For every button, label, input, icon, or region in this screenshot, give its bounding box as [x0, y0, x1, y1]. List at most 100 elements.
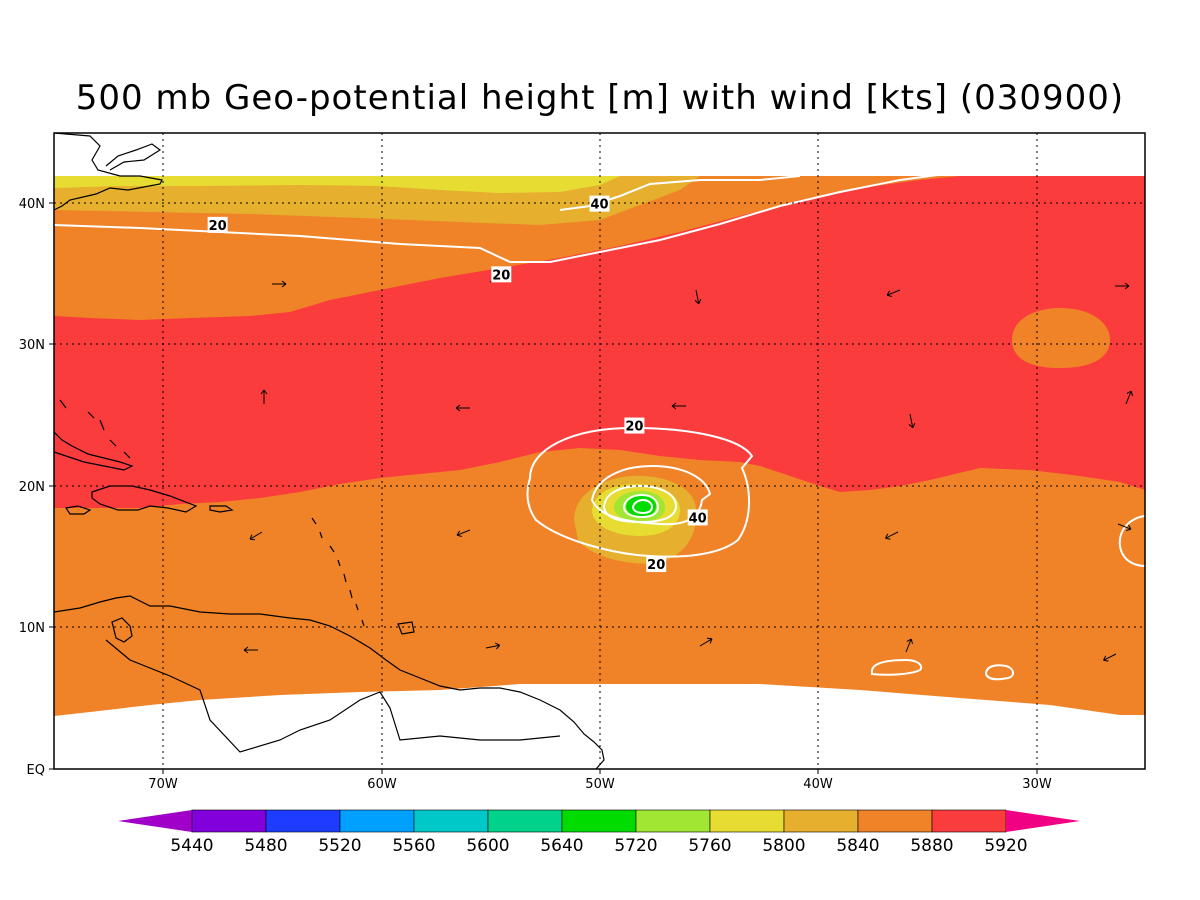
wind-contour-20-southeast-1 — [871, 658, 923, 676]
wind-vector-arrow — [1103, 653, 1117, 662]
axis-ticks — [49, 202, 1038, 774]
colorbar-swatch — [857, 809, 933, 833]
colorbar-level-label: 5760 — [688, 836, 731, 856]
coastline-puerto-rico — [209, 505, 234, 513]
wind-contour-label-bg — [687, 509, 708, 526]
colorbar-level-label: 5880 — [910, 836, 953, 856]
coastline-lesser-antilles — [311, 517, 365, 627]
x-axis-labels: 70W 60W 50W 40W 30W — [148, 777, 1052, 792]
colorbar-swatch — [635, 809, 711, 833]
wind-vector-arrow — [885, 531, 899, 540]
height-pocket-5840 — [1012, 308, 1110, 368]
colorbar-high-extension — [1006, 810, 1080, 832]
coastline-hispaniola — [91, 485, 198, 513]
wind-contour-label: 20 — [207, 216, 228, 234]
colorbar-swatch — [413, 809, 489, 833]
coastlines — [54, 133, 605, 769]
x-tick-label: 60W — [367, 777, 397, 792]
wind-vector-arrow — [1115, 282, 1130, 290]
wind-contour-20-east — [1118, 515, 1145, 567]
wind-contour-label-text: 20 — [625, 420, 643, 435]
colorbar-level-label: 5640 — [540, 836, 583, 856]
wind-vector-arrow — [249, 531, 263, 541]
colorbar: 5440 5480 5520 5560 5600 5640 5720 5760 5800 5840… — [118, 809, 1080, 856]
wind-vector-arrow — [699, 637, 713, 647]
wind-contour-label-text: 20 — [492, 268, 510, 283]
wind-contour-label-text: 20 — [647, 558, 665, 573]
wind-contour-label-bg — [589, 195, 610, 212]
wind-contour-20-north — [54, 167, 1001, 263]
colorbar-level-label: 5440 — [170, 836, 213, 856]
wind-vector-arrow — [243, 646, 258, 654]
wind-vectors — [243, 275, 1133, 662]
colorbar-level-label: 5800 — [762, 836, 805, 856]
colorbar-swatch — [191, 809, 267, 833]
y-tick-label: 30N — [19, 338, 45, 353]
coastline-jamaica — [64, 505, 92, 515]
wind-contour-label: 20 — [491, 266, 512, 283]
wind-contour-60-storm — [602, 484, 678, 524]
wind-vector-arrow — [908, 413, 916, 429]
wind-vector-arrow — [272, 280, 287, 288]
colorbar-level-label: 5480 — [244, 836, 287, 856]
coastline-south-america — [54, 595, 605, 769]
colorbar-level-label: 5840 — [836, 836, 879, 856]
colorbar-swatch — [487, 809, 563, 833]
coastline-bahamas — [59, 399, 131, 459]
wind-vector-arrow — [694, 289, 702, 305]
wind-contour-label-text: 20 — [209, 219, 227, 234]
wind-contour-label-bg — [646, 556, 667, 573]
wind-vector-arrow — [485, 642, 501, 650]
wind-contour-label: 20 — [624, 417, 645, 435]
height-field — [54, 133, 1145, 769]
y-tick-label: 40N — [19, 197, 45, 212]
wind-vector-arrow — [671, 402, 686, 410]
x-tick-label: 30W — [1022, 777, 1052, 792]
wind-contour-label-bg — [207, 216, 228, 233]
x-tick-label: 70W — [148, 777, 178, 792]
wind-contour-label: 40 — [687, 509, 708, 526]
wind-contour-label: 20 — [646, 556, 667, 573]
colorbar-swatch — [931, 809, 1007, 833]
wind-contour-label: 40 — [589, 195, 610, 213]
x-tick-label: 40W — [803, 777, 833, 792]
colorbar-swatch — [561, 809, 637, 833]
wind-vector-arrow — [260, 389, 268, 404]
wind-vector-arrow — [1125, 390, 1133, 405]
wind-contour-label-text: 40 — [590, 198, 608, 213]
y-axis-labels: EQ 10N 20N 30N 40N — [19, 197, 45, 778]
coastline-interior-border — [105, 639, 561, 753]
wind-contour-100-storm — [631, 498, 654, 515]
colorbar-swatch — [709, 809, 785, 833]
wind-contour-label-bg — [624, 417, 645, 434]
y-tick-label: EQ — [27, 763, 45, 778]
colorbar-low-extension — [118, 810, 192, 832]
wind-vector-arrow — [456, 529, 471, 537]
x-tick-label: 50W — [585, 777, 615, 792]
y-tick-label: 10N — [19, 621, 45, 636]
colorbar-level-label: 5560 — [392, 836, 435, 856]
colorbar-swatch — [265, 809, 341, 833]
coastline-cuba — [54, 431, 134, 471]
colorbar-level-label: 5720 — [614, 836, 657, 856]
colorbar-level-label: 5920 — [984, 836, 1027, 856]
wind-contour-label-bg — [491, 266, 512, 283]
wind-contour-label-text: 40 — [689, 511, 707, 526]
wind-contour-labels: 40 20 20 20 40 20 — [207, 195, 708, 573]
height-band-5760 — [54, 176, 620, 193]
coastline-north-america — [54, 133, 163, 211]
colorbar-swatch — [783, 809, 859, 833]
wind-contour-80-storm — [622, 493, 660, 519]
grid-lines — [54, 133, 1145, 769]
colorbar-level-label: 5600 — [466, 836, 509, 856]
coastline-nova-scotia — [105, 143, 162, 171]
colorbar-level-label: 5520 — [318, 836, 361, 856]
colorbar-swatch — [339, 809, 415, 833]
wind-vector-arrow — [1117, 523, 1132, 531]
chart-title: 500 mb Geo-potential height [m] with win… — [75, 78, 1125, 118]
coastline-trinidad — [397, 621, 415, 635]
wind-vector-arrow — [886, 289, 901, 297]
coastline-lake-maracaibo — [111, 617, 133, 643]
height-band-5880 — [54, 176, 1145, 508]
